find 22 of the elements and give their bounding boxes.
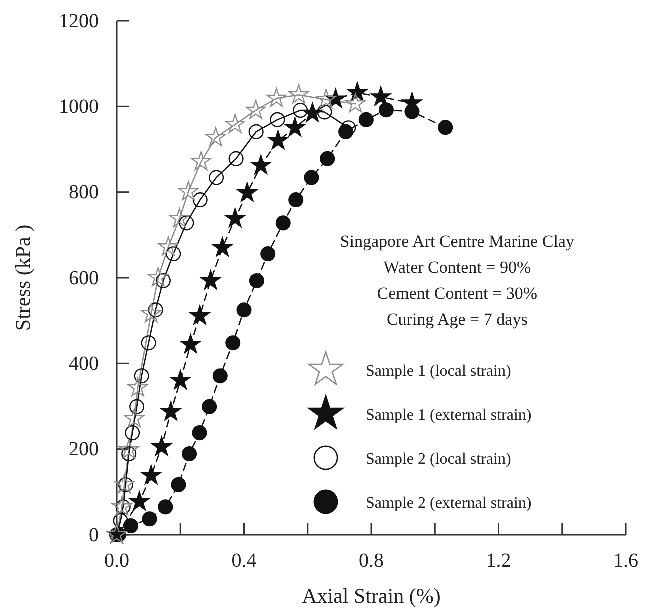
y-tick-label: 200 [69,438,99,461]
legend-label: Sample 1 (local strain) [366,363,512,380]
x-tick-label: 1.2 [486,550,512,572]
annotation: Water Content = 90% [384,258,532,277]
x-tick-label: 0.4 [232,550,257,572]
y-tick-label: 400 [69,353,99,376]
y-tick-label: 1000 [59,96,99,118]
annotation: Curing Age = 7 days [386,310,528,329]
x-tick-label: 1.6 [614,550,638,572]
y-axis-title: Stress (kPa ) [11,224,35,332]
x-tick-label: 0.0 [104,550,130,572]
x-tick-label: 0.8 [359,550,384,572]
y-tick-label: 600 [69,267,99,290]
annotation: Cement Content = 30% [377,284,538,303]
legend-label: Sample 2 (local strain) [366,451,512,468]
annotation: Singapore Art Centre Marine Clay [340,232,575,251]
y-tick-label: 800 [69,182,99,204]
y-tick-label: 1200 [59,10,99,32]
legend-label: Sample 2 (external strain) [366,495,532,512]
legend-label: Sample 1 (external strain) [366,407,532,424]
y-tick-label: 0 [89,524,99,546]
x-axis-title: Axial Strain (%) [302,584,441,608]
